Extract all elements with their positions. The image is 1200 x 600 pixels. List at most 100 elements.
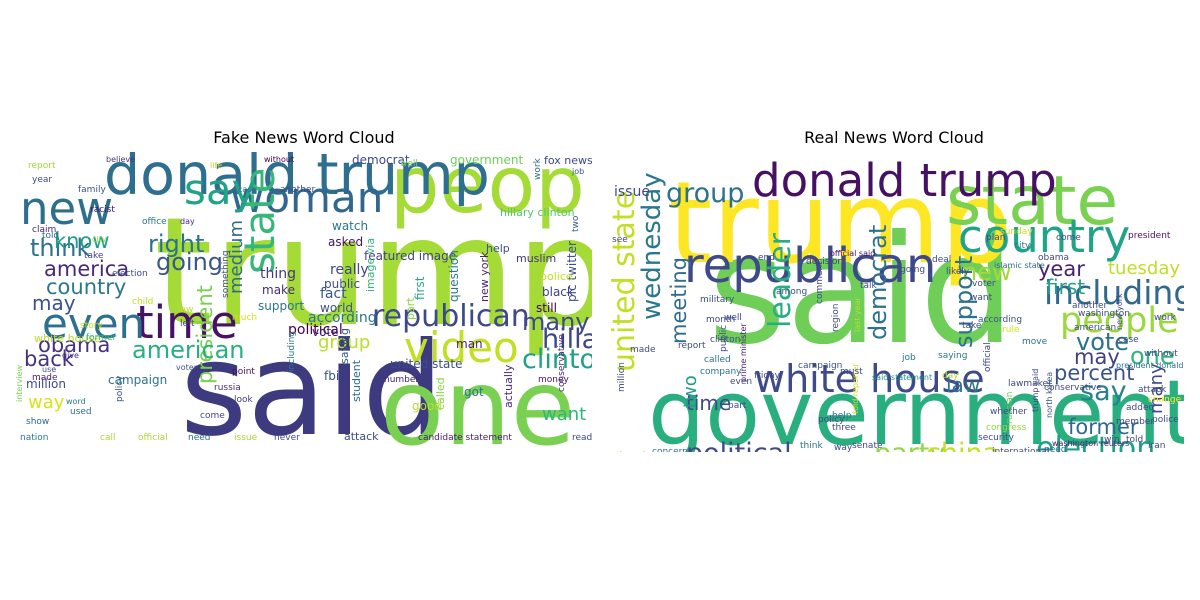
word-comment: comment <box>815 261 825 304</box>
word-featured-image: featured image <box>364 249 456 263</box>
word-democrat: democrat <box>864 225 892 340</box>
word-asked: asked <box>328 235 363 249</box>
word-clinton: clinton <box>522 344 592 375</box>
word-believe: believe <box>106 155 135 164</box>
word-former: former <box>1068 415 1139 439</box>
word-voter: voter <box>972 279 996 289</box>
word-attack: attack <box>1138 385 1167 395</box>
word-added: added <box>1126 403 1154 413</box>
word-president-donald: president donald <box>1116 361 1184 370</box>
word-issue: issue <box>614 184 650 200</box>
word-called: called <box>434 377 447 410</box>
word-without: without <box>264 155 294 164</box>
word-vote: vote <box>1076 328 1129 356</box>
word-told: told <box>42 231 59 241</box>
word-fact: fact <box>320 286 347 302</box>
word-time: time <box>686 391 731 415</box>
word-democrat: democrat <box>352 153 410 167</box>
word-law: law <box>946 373 980 397</box>
word-region: region <box>831 304 841 332</box>
word-money: money <box>538 375 570 385</box>
word-thursday: thursday <box>616 451 657 452</box>
word-whether: whether <box>990 407 1027 417</box>
word-leader: leader <box>763 232 798 328</box>
word-islamic-state: islamic state <box>994 261 1045 270</box>
word-medium: medium <box>226 220 247 294</box>
word-russian: russian <box>1005 391 1015 424</box>
word-million: million <box>26 377 66 391</box>
word-come: come <box>200 411 225 421</box>
word-question: question <box>447 250 461 302</box>
word-saying: saying <box>938 351 967 361</box>
word-wednesday: wednesday <box>637 172 667 320</box>
word-fbi: fbi <box>324 369 339 383</box>
word-member: member <box>1116 417 1154 427</box>
word-office: office <box>142 217 167 227</box>
word-united-state: united state <box>390 357 462 371</box>
word-one: one <box>1130 342 1175 370</box>
word-tuesday: tuesday <box>1108 258 1180 279</box>
word-support: support <box>950 256 978 348</box>
word-public: public <box>324 277 360 291</box>
word-want: want <box>542 404 586 425</box>
word-year: year <box>32 175 52 185</box>
word-white-house: white house <box>34 332 101 345</box>
word-know: know <box>54 229 110 253</box>
word-interview: interview <box>15 364 24 402</box>
word-obama: obama <box>38 333 110 357</box>
word-much: much <box>232 313 257 323</box>
word-new: new <box>962 258 1012 286</box>
word-support: support <box>258 299 304 313</box>
word-show: show <box>26 417 49 427</box>
word-part: part <box>404 297 417 320</box>
word-work: work <box>533 157 543 180</box>
word-never: never <box>274 433 300 443</box>
word-law: law <box>178 305 193 315</box>
word-new-york: new york <box>1115 293 1124 330</box>
word-trump: trump <box>154 186 592 360</box>
word-rule: rule <box>1002 325 1020 335</box>
chart-title-real: Real News Word Cloud <box>804 128 984 147</box>
word-said-statement: said statement <box>872 373 932 382</box>
word-going: going <box>156 248 223 276</box>
word-senate: senate <box>852 441 883 451</box>
word-united-state: united state <box>607 191 642 372</box>
word-political: political <box>288 322 343 338</box>
word-without: without <box>1144 349 1178 359</box>
word-international: international <box>992 447 1049 452</box>
word-muslim: muslim <box>516 252 556 265</box>
word-pic-twitter: pic twitter <box>565 241 579 302</box>
word-help: help <box>486 242 510 255</box>
word-friday: friday <box>754 371 781 381</box>
word-think: think <box>800 441 823 451</box>
word-clinton: clinton <box>710 335 740 345</box>
word-say: say <box>1080 376 1127 407</box>
word-well: well <box>724 313 742 323</box>
word-black: black <box>542 285 574 299</box>
word-need: need <box>188 433 211 443</box>
word-iran: iran <box>1148 441 1165 451</box>
word-day: day <box>180 217 195 226</box>
word-must: must <box>840 367 863 377</box>
word-plan: plan <box>986 233 1005 243</box>
word-say: say <box>184 165 256 214</box>
word-move: move <box>1022 337 1048 347</box>
word-washington-reuters: washington reuters <box>1052 439 1129 448</box>
word-likely: likely <box>946 267 970 277</box>
word-first: first <box>413 276 427 300</box>
word-may: may <box>32 291 76 315</box>
word-meeting: meeting <box>667 257 691 344</box>
word-day: day <box>942 371 959 381</box>
word-including: including <box>287 331 297 372</box>
word-government: government <box>648 361 1184 452</box>
word-conservative: conservative <box>1044 383 1102 393</box>
word-policy: policy <box>115 375 125 402</box>
word-voter: voter <box>176 363 198 372</box>
word-official: official <box>138 433 168 443</box>
word-said: said <box>180 315 444 452</box>
word-think: think <box>30 234 91 262</box>
word-congress: congress <box>986 423 1027 433</box>
word-company: company <box>700 367 742 377</box>
word-job: job <box>901 353 916 363</box>
